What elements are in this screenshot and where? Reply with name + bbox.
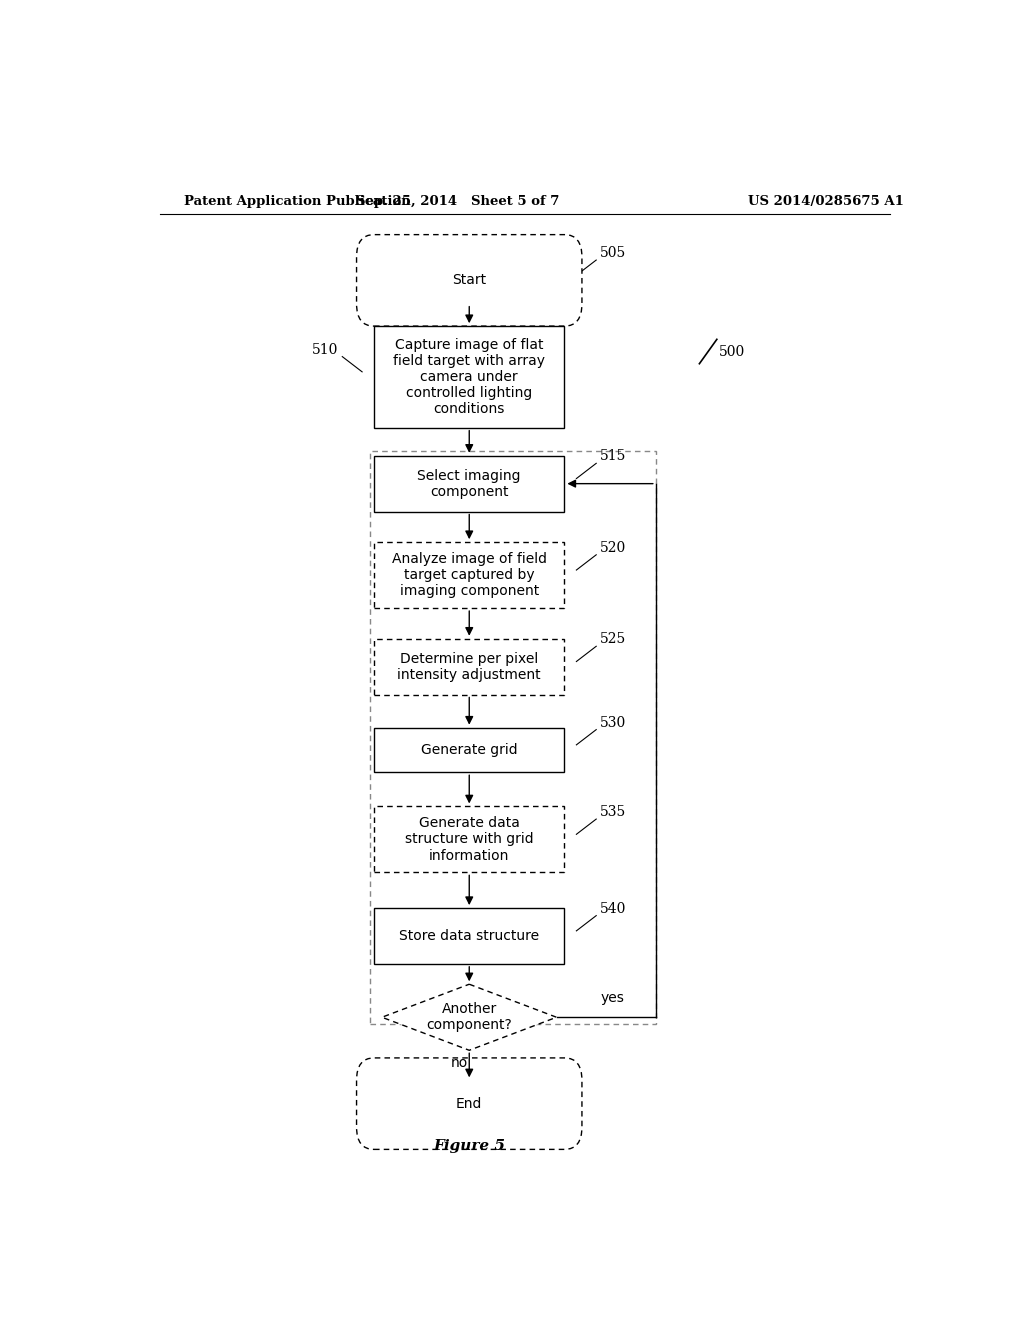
- Text: 520: 520: [600, 541, 627, 554]
- Text: Generate grid: Generate grid: [421, 743, 517, 756]
- Text: 535: 535: [600, 805, 627, 818]
- Bar: [374, 908, 564, 964]
- Text: Capture image of flat
field target with array
camera under
controlled lighting
c: Capture image of flat field target with …: [393, 338, 545, 416]
- Text: 510: 510: [312, 343, 338, 356]
- FancyBboxPatch shape: [356, 235, 582, 326]
- Text: Patent Application Publication: Patent Application Publication: [183, 194, 411, 207]
- Text: End: End: [456, 1097, 482, 1110]
- Text: Another
component?: Another component?: [426, 1002, 512, 1032]
- Text: US 2014/0285675 A1: US 2014/0285675 A1: [749, 194, 904, 207]
- Text: Analyze image of field
target captured by
imaging component: Analyze image of field target captured b…: [392, 552, 547, 598]
- Bar: [374, 639, 564, 694]
- Text: Store data structure: Store data structure: [399, 929, 540, 942]
- Text: 540: 540: [600, 902, 627, 916]
- Bar: [374, 543, 564, 609]
- Bar: [374, 455, 564, 512]
- Text: yes: yes: [600, 991, 624, 1005]
- Bar: [374, 326, 564, 428]
- Bar: [374, 807, 564, 873]
- Text: no: no: [452, 1056, 468, 1071]
- Text: Generate data
structure with grid
information: Generate data structure with grid inform…: [404, 816, 534, 862]
- Text: 500: 500: [719, 345, 745, 359]
- Text: Select imaging
component: Select imaging component: [418, 469, 521, 499]
- FancyBboxPatch shape: [356, 1057, 582, 1150]
- Text: Sep. 25, 2014   Sheet 5 of 7: Sep. 25, 2014 Sheet 5 of 7: [355, 194, 559, 207]
- Text: Start: Start: [453, 273, 486, 288]
- Text: 530: 530: [600, 715, 627, 730]
- Text: 515: 515: [600, 449, 627, 463]
- Text: 525: 525: [600, 632, 627, 647]
- Bar: [370, 451, 655, 1024]
- Text: Determine per pixel
intensity adjustment: Determine per pixel intensity adjustment: [397, 652, 541, 681]
- Polygon shape: [382, 985, 557, 1051]
- Bar: [374, 727, 564, 772]
- Text: Figure 5: Figure 5: [433, 1139, 505, 1154]
- Text: 505: 505: [600, 246, 627, 260]
